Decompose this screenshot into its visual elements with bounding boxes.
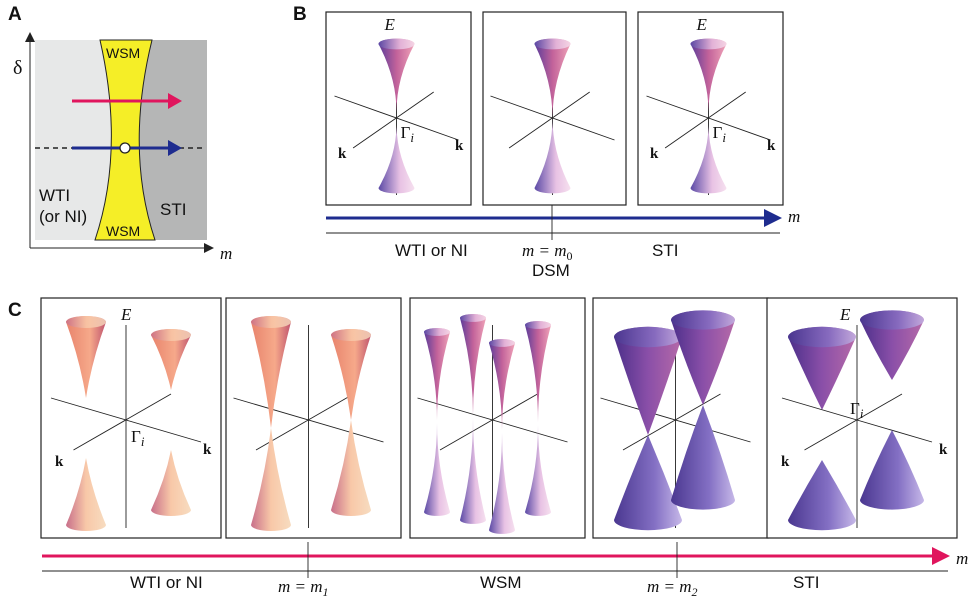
cone-rim: [151, 329, 191, 341]
phase-label: DSM: [532, 261, 570, 280]
axis-label: m: [220, 244, 232, 263]
subscript: i: [860, 406, 864, 421]
cone-rim: [251, 316, 291, 328]
cone-rim: [460, 314, 486, 322]
critical-text: m = m: [522, 241, 567, 260]
cone-rim: [614, 327, 682, 347]
phase-label: WTI or NI: [395, 241, 468, 260]
subscript: i: [410, 130, 414, 145]
panel-c: C m WTI or NI m = m1 WSM m = m2 STI EΓik…: [8, 298, 968, 596]
gamma-symbol: Γ: [401, 123, 411, 142]
critical-label: m = m2: [647, 577, 698, 596]
panel-label: A: [8, 4, 22, 25]
region-label: STI: [160, 200, 186, 219]
energy-label: E: [384, 15, 396, 34]
k-label: k: [767, 138, 776, 154]
spectrum-box: [226, 298, 401, 538]
cone-rim: [489, 339, 515, 347]
gamma-symbol: Γ: [850, 399, 860, 418]
critical-label: m = m0: [522, 241, 573, 263]
phase-label: STI: [793, 573, 819, 592]
cone-rim: [691, 39, 727, 50]
phase-label: WSM: [480, 573, 522, 592]
k-label: k: [203, 442, 212, 458]
energy-label: E: [696, 15, 708, 34]
panel-b: B m WTI or NI m = m0 DSM STI E Γi k k E Γi k k: [293, 4, 800, 280]
cone-rim: [525, 321, 551, 329]
spectrum-box: [41, 298, 221, 538]
critical-text: m = m: [278, 577, 323, 596]
critical-text: m = m: [647, 577, 692, 596]
subscript: 2: [692, 585, 698, 596]
panel-label: C: [8, 300, 22, 321]
energy-label: E: [120, 305, 132, 324]
axis-label: m: [956, 549, 968, 568]
cone-rim: [671, 310, 735, 329]
panel-label: B: [293, 4, 307, 25]
cone-rim: [424, 328, 450, 336]
cone-rim: [860, 310, 924, 329]
panel-a: A δ m WSM WSM WTI (or NI) STI: [8, 4, 232, 263]
cone-rim: [788, 327, 856, 347]
k-label: k: [939, 442, 948, 458]
region-label: (or NI): [39, 207, 87, 226]
axis-label: m: [788, 207, 800, 226]
phase-label: WTI or NI: [130, 573, 203, 592]
k-label: k: [781, 454, 790, 470]
figure: A δ m WSM WSM WTI (or NI) STI B m WTI or…: [0, 0, 972, 596]
cone-rim: [535, 39, 571, 50]
cone-rim: [379, 39, 415, 50]
subscript: 1: [323, 585, 329, 596]
arrowhead: [932, 547, 950, 565]
axis-label: δ: [13, 57, 22, 79]
k-label: k: [338, 146, 347, 162]
subscript: i: [141, 434, 145, 449]
arrowhead: [764, 209, 782, 227]
cone-rim: [66, 316, 106, 328]
region-label: WSM: [106, 45, 140, 61]
k-label: k: [650, 146, 659, 162]
cone-rim: [331, 329, 371, 341]
energy-label: E: [839, 305, 851, 324]
phase-label: STI: [652, 241, 678, 260]
critical-label: m = m1: [278, 577, 329, 596]
dsm-point: [120, 143, 130, 153]
subscript: i: [722, 130, 726, 145]
k-label: k: [455, 138, 464, 154]
region-label: WTI: [39, 186, 70, 205]
gamma-symbol: Γ: [713, 123, 723, 142]
k-label: k: [55, 454, 64, 470]
region-label: WSM: [106, 223, 140, 239]
gamma-symbol: Γ: [131, 427, 141, 446]
